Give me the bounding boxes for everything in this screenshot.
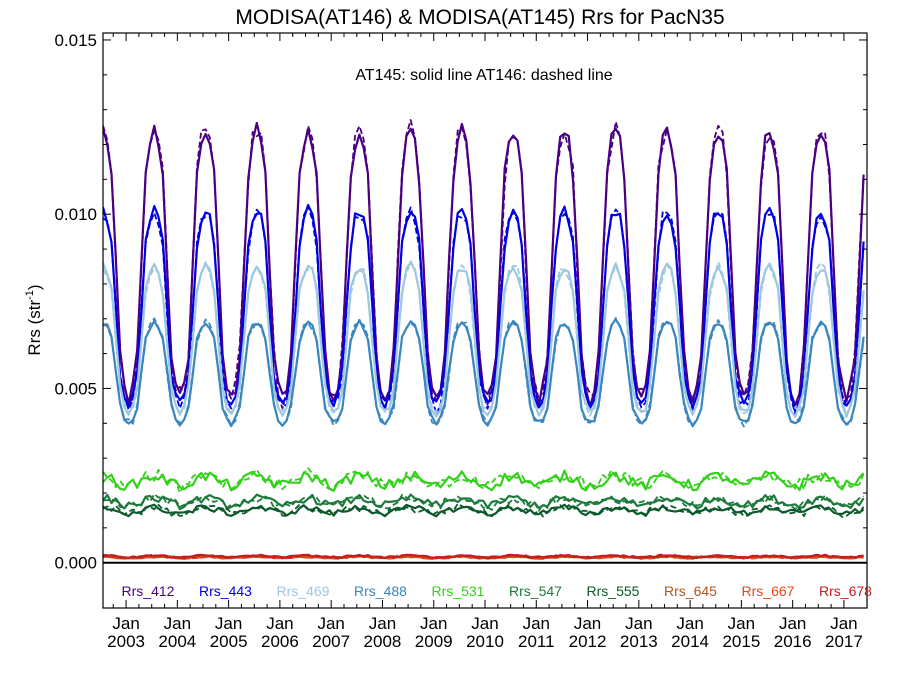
- series-line-rrs-678-at146: [103, 553, 864, 560]
- x-tick-month-label: Jan: [676, 614, 703, 633]
- x-tick-month-label: Jan: [779, 614, 806, 633]
- legend-entry-rrs-555: Rrs_555: [587, 583, 640, 599]
- series-layer: [103, 119, 865, 560]
- series-line-rrs-531-at146: [103, 467, 865, 494]
- legend-entry-rrs-678: Rrs_678: [819, 583, 872, 599]
- x-tick-month-label: Jan: [164, 614, 191, 633]
- series-line-rrs-469-at146: [103, 260, 865, 417]
- x-tick-month-label: Jan: [728, 614, 755, 633]
- y-tick-label: 0.010: [54, 205, 97, 224]
- x-tick-month-label: Jan: [420, 614, 447, 633]
- x-tick-month-label: Jan: [215, 614, 242, 633]
- legend-entry-rrs-488: Rrs_488: [354, 583, 407, 599]
- x-tick-month-label: Jan: [830, 614, 857, 633]
- series-line-rrs-555-at146: [103, 502, 865, 518]
- x-tick-month-label: Jan: [266, 614, 293, 633]
- legend-entry-rrs-469: Rrs_469: [277, 583, 330, 599]
- legend: Rrs_412 Rrs_443 Rrs_469 Rrs_488 Rrs_531 Rrs_5…: [122, 583, 873, 599]
- x-tick-year-label: 2005: [210, 632, 248, 651]
- x-tick-year-label: 2003: [107, 632, 145, 651]
- chart-title: MODISA(AT146) & MODISA(AT145) Rrs for Pa…: [235, 6, 724, 29]
- legend-entry-rrs-531: Rrs_531: [432, 583, 485, 599]
- y-tick-label: 0.015: [54, 31, 97, 50]
- x-tick-year-label: 2013: [620, 632, 658, 651]
- x-tick-year-label: 2016: [774, 632, 812, 651]
- legend-entry-rrs-547: Rrs_547: [509, 583, 562, 599]
- x-tick-month-label: Jan: [112, 614, 139, 633]
- x-tick-year-label: 2012: [569, 632, 607, 651]
- y-tick-label: 0.005: [54, 379, 97, 398]
- x-tick-year-label: 2015: [722, 632, 760, 651]
- x-tick-month-label: Jan: [574, 614, 601, 633]
- y-axis: 0.000 0.005 0.010 0.015: [54, 31, 867, 573]
- x-tick-month-label: Jan: [317, 614, 344, 633]
- x-tick-year-label: 2014: [671, 632, 709, 651]
- series-line-rrs-555-at145: [103, 503, 865, 518]
- x-tick-year-label: 2017: [825, 632, 863, 651]
- x-axis: Jan2003Jan2004Jan2005Jan2006Jan2007Jan20…: [107, 33, 863, 651]
- x-tick-year-label: 2004: [158, 632, 196, 651]
- series-line-rrs-547-at146: [103, 493, 864, 512]
- series-line-rrs-531-at145: [103, 469, 865, 492]
- series-line-rrs-412-at146: [103, 119, 865, 410]
- x-tick-month-label: Jan: [625, 614, 652, 633]
- x-tick-month-label: Jan: [471, 614, 498, 633]
- x-tick-year-label: 2006: [261, 632, 299, 651]
- x-tick-year-label: 2010: [466, 632, 504, 651]
- y-axis-label: Rrs (str-1): [24, 284, 44, 355]
- legend-entry-rrs-645: Rrs_645: [664, 583, 717, 599]
- x-tick-month-label: Jan: [369, 614, 396, 633]
- x-tick-year-label: 2007: [312, 632, 350, 651]
- x-tick-month-label: Jan: [523, 614, 550, 633]
- series-line-rrs-547-at145: [103, 493, 865, 511]
- legend-entry-rrs-667: Rrs_667: [742, 583, 795, 599]
- y-tick-label: 0.000: [54, 554, 97, 573]
- legend-entry-rrs-443: Rrs_443: [199, 583, 252, 599]
- x-tick-year-label: 2008: [364, 632, 402, 651]
- legend-entry-rrs-412: Rrs_412: [122, 583, 175, 599]
- series-style-annotation: AT145: solid line AT146: dashed line: [355, 67, 612, 84]
- series-line-rrs-488-at146: [103, 317, 865, 428]
- x-tick-year-label: 2011: [518, 632, 555, 651]
- x-tick-year-label: 2009: [415, 632, 453, 651]
- series-line-rrs-443-at146: [103, 205, 865, 416]
